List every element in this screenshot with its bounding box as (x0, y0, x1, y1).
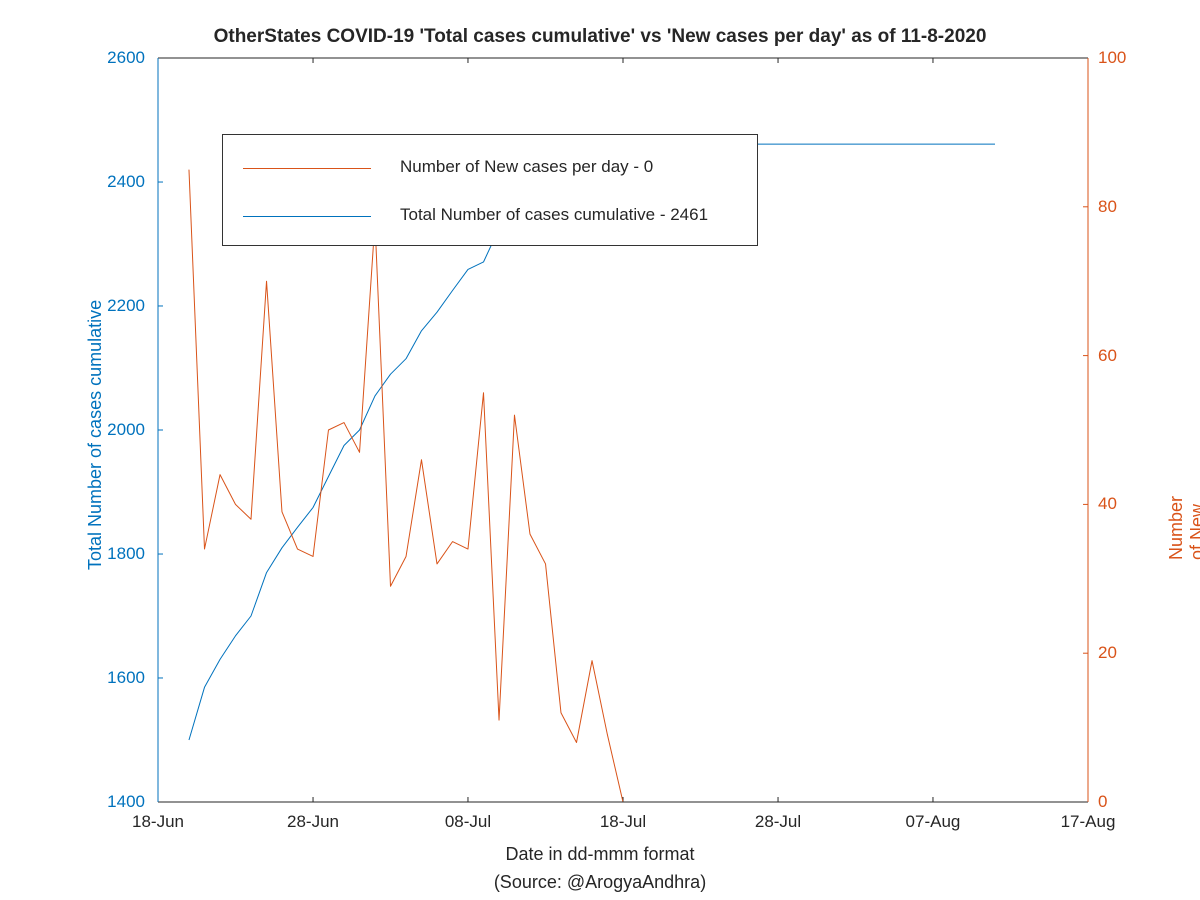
tick-label: 80 (1098, 197, 1117, 217)
y2-axis-label: Number of New cases per day (1166, 496, 1200, 560)
tick-label: 28-Jun (263, 812, 363, 832)
legend-item: Total Number of cases cumulative - 2461 (223, 205, 757, 229)
tick-label: 17-Aug (1038, 812, 1138, 832)
tick-label: 07-Aug (883, 812, 983, 832)
tick-label: 2200 (60, 296, 145, 316)
tick-label: 2600 (60, 48, 145, 68)
tick-label: 28-Jul (728, 812, 828, 832)
tick-label: 0 (1098, 792, 1107, 812)
legend-line-icon (243, 216, 371, 217)
legend-line-icon (243, 168, 371, 169)
tick-label: 1800 (60, 544, 145, 564)
tick-label: 1400 (60, 792, 145, 812)
tick-label: 60 (1098, 346, 1117, 366)
legend-item: Number of New cases per day - 0 (223, 157, 757, 181)
tick-label: 18-Jun (108, 812, 208, 832)
x-axis-label-line1: Date in dd-mmm format (0, 844, 1200, 865)
x-axis-label-line2: (Source: @ArogyaAndhra) (0, 872, 1200, 893)
tick-label: 08-Jul (418, 812, 518, 832)
tick-label: 1600 (60, 668, 145, 688)
legend-label: Number of New cases per day - 0 (400, 157, 653, 177)
tick-label: 2000 (60, 420, 145, 440)
tick-label: 100 (1098, 48, 1126, 68)
tick-label: 18-Jul (573, 812, 673, 832)
tick-label: 20 (1098, 643, 1117, 663)
legend: Number of New cases per day - 0 Total Num… (222, 134, 758, 246)
tick-label: 40 (1098, 494, 1117, 514)
tick-label: 2400 (60, 172, 145, 192)
legend-label: Total Number of cases cumulative - 2461 (400, 205, 708, 225)
chart-title: OtherStates COVID-19 'Total cases cumula… (0, 26, 1200, 48)
